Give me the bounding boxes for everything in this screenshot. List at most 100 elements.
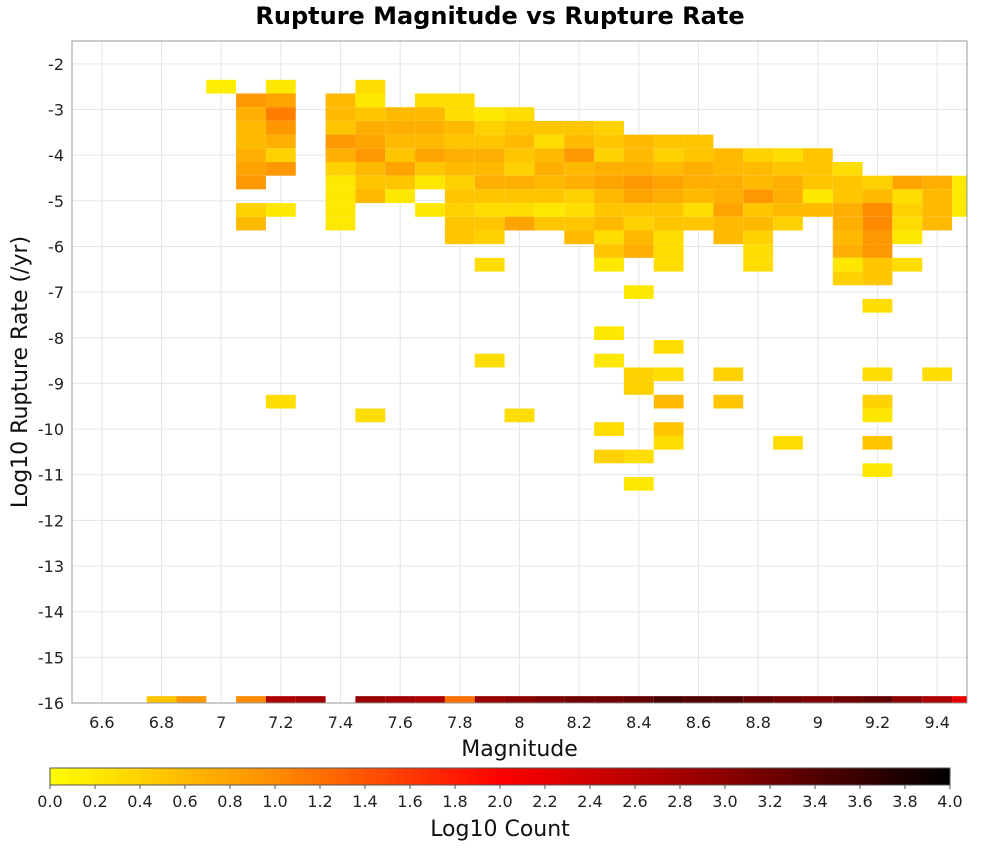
y-tick-label: -6 — [48, 237, 64, 256]
heatmap-cell — [474, 696, 505, 703]
heatmap-cell — [862, 244, 893, 258]
x-tick-labels: 6.6 6.8 7 7.2 7.4 7.6 7.8 8 8.2 8.4 8.6 8.8 9 9.2 9.4 — [89, 713, 950, 732]
heatmap-cell — [713, 148, 744, 162]
heatmap-cell — [683, 161, 714, 176]
y-axis-title: Log10 Rupture Rate (/yr) — [8, 236, 33, 508]
colorbar-tick-label: 0.4 — [127, 792, 152, 811]
x-tick-label: 6.8 — [149, 713, 174, 732]
heatmap-cell — [802, 203, 833, 217]
colorbar-tick-label: 3.2 — [757, 792, 782, 811]
x-tick-label: 8.4 — [626, 713, 651, 732]
heatmap-cell — [594, 175, 624, 190]
heatmap-cell — [474, 203, 505, 217]
x-tick-label: 7.8 — [447, 713, 472, 732]
heatmap-cell — [564, 189, 595, 204]
heatmap-cell — [862, 408, 893, 423]
heatmap-cell — [504, 161, 535, 176]
heatmap-cell — [773, 161, 803, 176]
heatmap-cell — [623, 148, 654, 162]
heatmap-cell — [623, 285, 654, 299]
x-tick-label: 9 — [813, 713, 823, 732]
heatmap-cell — [236, 175, 266, 190]
heatmap-cell — [952, 189, 967, 204]
heatmap-cell — [892, 203, 923, 217]
heatmap-cell — [444, 696, 475, 703]
heatmap-cell — [444, 189, 475, 204]
heatmap-cell — [504, 216, 535, 231]
heatmap-cell — [146, 696, 177, 703]
heatmap-cell — [952, 696, 967, 703]
heatmap-cell — [594, 148, 624, 162]
heatmap-cell — [415, 120, 445, 135]
y-tick-label: -10 — [38, 420, 64, 439]
heatmap-cell — [683, 175, 714, 190]
heatmap-cell — [862, 463, 893, 478]
heatmap-cell — [415, 161, 445, 176]
heatmap-cell — [594, 203, 624, 217]
heatmap-cell — [623, 449, 654, 464]
heatmap-cell — [653, 161, 684, 176]
heatmap-cell — [534, 134, 565, 149]
heatmap-cell — [325, 203, 356, 217]
heatmap-cell — [444, 134, 475, 149]
heatmap-cell — [325, 93, 356, 108]
colorbar-tick-label: 2.8 — [667, 792, 692, 811]
heatmap-cell — [832, 161, 863, 176]
heatmap-cell — [504, 134, 535, 149]
heatmap-cell — [415, 148, 445, 162]
heatmap-cell — [773, 216, 803, 231]
heatmap-cell — [444, 175, 475, 190]
heatmap-cell — [623, 161, 654, 176]
heatmap-cell — [832, 189, 863, 204]
heatmap-cell — [743, 244, 774, 258]
heatmap-cell — [623, 381, 654, 395]
heatmap-cell — [504, 175, 535, 190]
colorbar-tick-label: 1.4 — [352, 792, 377, 811]
heatmap-cell — [355, 696, 386, 703]
heatmap-cell — [415, 134, 445, 149]
x-tick-label: 7.2 — [268, 713, 293, 732]
heatmap-cell — [623, 175, 654, 190]
colorbar-tick-label: 3.6 — [847, 792, 872, 811]
heatmap-cell — [773, 435, 803, 450]
colorbar-tick-label: 3.4 — [802, 792, 827, 811]
y-tick-label: -15 — [38, 648, 64, 667]
heatmap-cell — [594, 257, 624, 272]
heatmap-cell — [355, 107, 386, 121]
heatmap-cell — [534, 161, 565, 176]
heatmap-cell — [236, 134, 266, 149]
heatmap-cell — [385, 189, 416, 204]
heatmap-cell — [713, 161, 744, 176]
heatmap-cell — [713, 367, 744, 382]
heatmap-cell — [415, 107, 445, 121]
heatmap-cell — [623, 203, 654, 217]
heatmap-cell — [623, 189, 654, 204]
heatmap-cell — [265, 148, 296, 162]
heatmap-cell — [325, 161, 356, 176]
heatmap-cell — [594, 230, 624, 245]
colorbar-tick-label: 0.0 — [37, 792, 62, 811]
heatmap-cell — [415, 203, 445, 217]
heatmap-cell — [594, 422, 624, 436]
heatmap-cell — [385, 148, 416, 162]
heatmap-cell — [862, 175, 893, 190]
heatmap-cell — [802, 148, 833, 162]
heatmap-cell — [832, 244, 863, 258]
heatmap-cell — [892, 189, 923, 204]
heatmap-cell — [504, 696, 535, 703]
heatmap-cell — [802, 161, 833, 176]
heatmap-cell — [832, 271, 863, 286]
heatmap-cell — [265, 134, 296, 149]
heatmap-cell — [743, 148, 774, 162]
heatmap-cell — [922, 367, 953, 382]
heatmap-cell — [385, 120, 416, 135]
heatmap-cell — [474, 257, 505, 272]
x-tick-label: 8.2 — [566, 713, 591, 732]
heatmap-cell — [862, 271, 893, 286]
heatmap-cell — [444, 216, 475, 231]
x-tick-label: 9.4 — [924, 713, 949, 732]
heatmap-cell — [623, 230, 654, 245]
heatmap-cell — [653, 340, 684, 354]
heatmap-cell — [355, 93, 386, 108]
heatmap-cell — [325, 120, 356, 135]
